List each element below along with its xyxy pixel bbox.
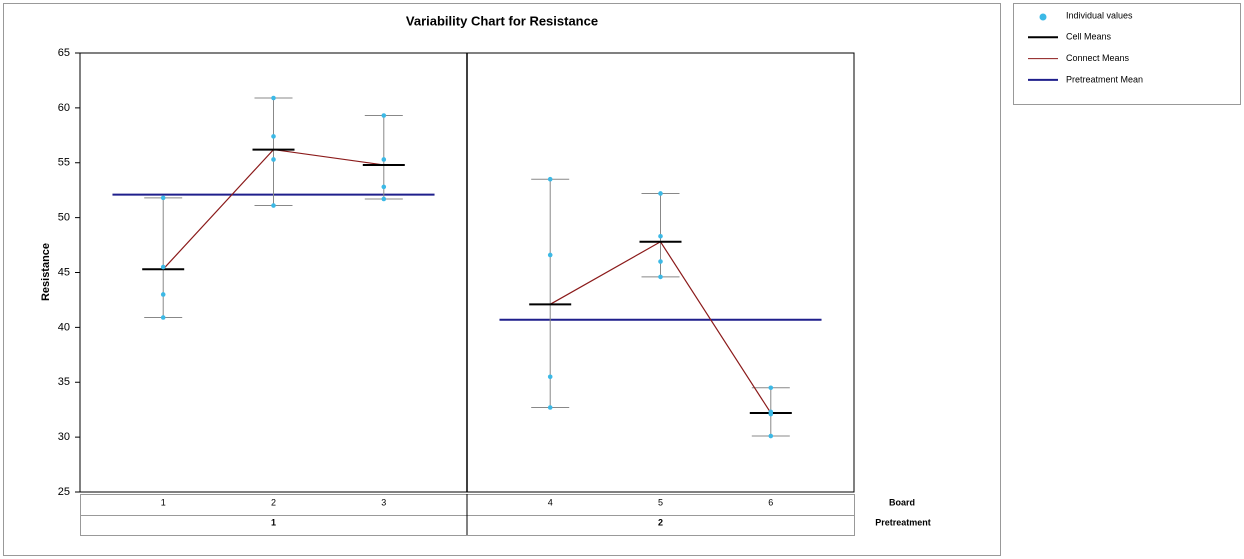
individual-value: [381, 196, 387, 202]
individual-value: [658, 259, 663, 264]
legend-label: Individual values: [1066, 10, 1133, 20]
individual-value: [658, 191, 663, 196]
individual-value: [160, 195, 166, 201]
factor-label: Board: [889, 497, 915, 507]
board-label: 2: [271, 497, 276, 507]
factor-label: Pretreatment: [875, 517, 931, 527]
chart-frame: [3, 3, 1001, 556]
legend-label: Cell Means: [1066, 32, 1112, 42]
individual-value: [547, 176, 553, 182]
individual-value: [271, 157, 276, 162]
chart-title: Variability Chart for Resistance: [406, 13, 598, 28]
y-tick-label: 50: [58, 212, 70, 224]
individual-value: [658, 274, 663, 280]
individual-value: [768, 433, 774, 439]
individual-value: [547, 405, 553, 410]
individual-value: [160, 292, 166, 297]
legend-label: Connect Means: [1066, 53, 1130, 63]
individual-value: [160, 315, 166, 320]
board-label: 6: [768, 497, 773, 507]
individual-value: [271, 134, 276, 139]
y-tick-label: 40: [58, 321, 70, 333]
legend-frame: [1013, 3, 1241, 105]
legend-marker: [1039, 13, 1047, 21]
y-tick-label: 30: [58, 431, 70, 443]
board-label: 4: [548, 497, 553, 507]
individual-value: [381, 113, 387, 118]
y-tick-label: 35: [58, 376, 70, 388]
y-tick-label: 55: [58, 157, 70, 169]
group-label: 2: [658, 517, 663, 527]
legend-label: Pretreatment Mean: [1066, 74, 1143, 84]
individual-value: [547, 252, 553, 258]
individual-value: [381, 184, 387, 190]
individual-value: [547, 374, 553, 380]
y-tick-label: 60: [58, 102, 70, 114]
group-label: 1: [271, 517, 276, 527]
individual-value: [160, 264, 166, 270]
individual-value: [768, 411, 774, 417]
board-label: 1: [161, 497, 166, 507]
y-tick-label: 25: [58, 486, 70, 498]
y-axis-label: Resistance: [40, 243, 52, 301]
y-tick-label: 45: [58, 266, 70, 278]
individual-value: [768, 385, 774, 391]
board-label: 5: [658, 497, 663, 507]
individual-value: [271, 95, 276, 101]
individual-value: [658, 233, 663, 239]
individual-value: [381, 157, 387, 162]
individual-value: [271, 203, 276, 208]
board-label: 3: [381, 497, 386, 507]
y-tick-label: 65: [58, 47, 70, 59]
